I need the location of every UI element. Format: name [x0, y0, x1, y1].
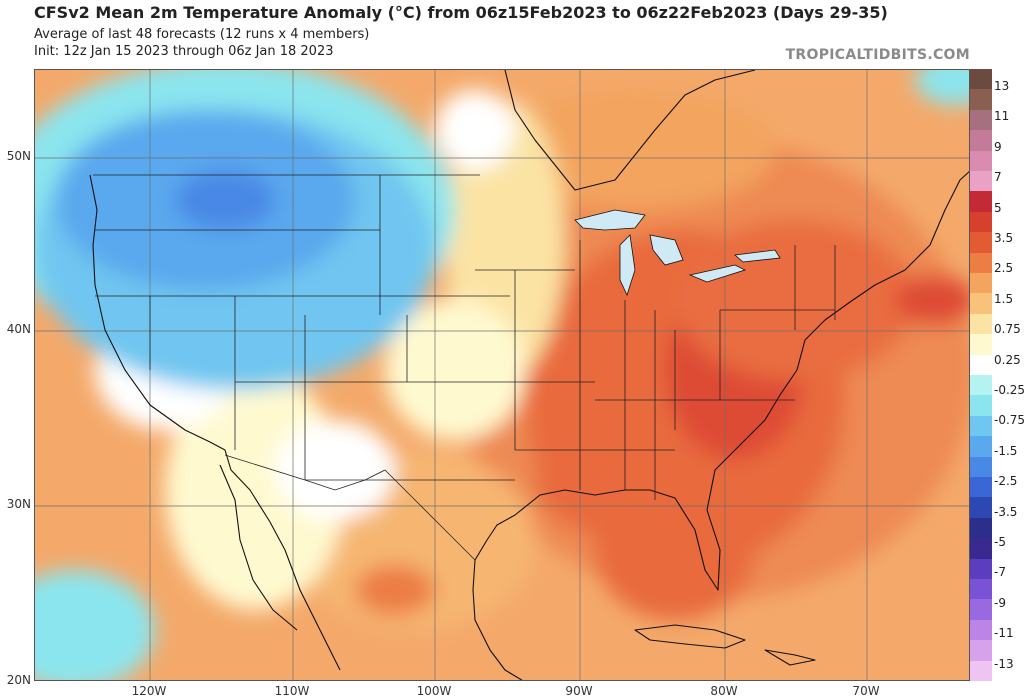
anomaly-map — [34, 69, 970, 681]
colorbar-swatch — [970, 354, 992, 376]
state-borders — [93, 174, 836, 561]
colorbar-swatch — [970, 89, 992, 111]
colorbar-label: -13 — [994, 656, 1014, 671]
colorbar-swatch — [970, 640, 992, 662]
lon-label-120w: 120W — [131, 684, 167, 698]
colorbar-swatch — [970, 456, 992, 478]
colorbar-label: 0.75 — [994, 322, 1021, 337]
colorbar-label: 5 — [994, 200, 1002, 215]
colorbar-swatch — [970, 477, 992, 498]
brand-watermark: TROPICALTIDBITS.COM — [785, 47, 970, 63]
colorbar-label: -3.5 — [994, 504, 1018, 519]
lat-label-50n: 50N — [6, 149, 31, 163]
colorbar-label: -9 — [994, 595, 1006, 610]
chart-subtitle: Average of last 48 forecasts (12 runs x … — [34, 27, 370, 42]
colorbar-swatch — [970, 599, 992, 621]
colorbar-label: -7 — [994, 565, 1006, 580]
colorbar-swatch — [970, 579, 992, 600]
chart-title: CFSv2 Mean 2m Temperature Anomaly (°C) f… — [34, 3, 888, 22]
lon-label-100w: 100W — [416, 684, 452, 698]
lakes — [574, 209, 781, 297]
colorbar-swatch — [970, 415, 992, 437]
colorbar-swatch — [970, 252, 992, 274]
lon-label-70w: 70W — [852, 684, 880, 698]
colorbar-label: -5 — [994, 535, 1006, 549]
colorbar-swatch — [970, 211, 992, 233]
colorbar-label: -2.5 — [994, 474, 1018, 489]
lat-label-40n: 40N — [6, 322, 31, 336]
lon-label-110w: 110W — [274, 684, 310, 698]
lat-label-20n: 20N — [6, 673, 31, 687]
colorbar-label: -11 — [994, 626, 1014, 641]
colorbar-label: 1.5 — [994, 291, 1014, 306]
colorbar-swatch — [970, 313, 992, 335]
colorbar-swatch — [970, 69, 992, 90]
colorbar-label: 9 — [994, 139, 1002, 154]
coastlines — [89, 70, 969, 680]
colorbar-swatch — [970, 538, 992, 560]
colorbar-swatch — [970, 436, 992, 458]
colorbar-swatch — [970, 232, 992, 254]
lon-label-80w: 80W — [710, 684, 738, 698]
colorbar-swatch — [970, 660, 992, 682]
colorbar-swatch — [970, 171, 992, 192]
colorbar-label: 2.5 — [994, 261, 1014, 276]
graticule — [35, 70, 969, 680]
colorbar-label: 13 — [994, 79, 1010, 93]
map-svg — [35, 70, 969, 680]
colorbar-swatch — [970, 293, 992, 315]
colorbar-swatch — [970, 558, 992, 580]
colorbar-label: 7 — [994, 170, 1002, 185]
chart-header: CFSv2 Mean 2m Temperature Anomaly (°C) f… — [34, 0, 888, 60]
anomaly-shading — [35, 70, 969, 680]
colorbar-swatch — [970, 517, 992, 539]
colorbar-label: 11 — [994, 109, 1010, 124]
colorbar-label: -0.75 — [994, 413, 1024, 428]
colorbar-swatch — [970, 497, 992, 519]
colorbar-label: -0.25 — [994, 383, 1024, 397]
colorbar-swatch — [970, 191, 992, 213]
lon-label-90w: 90W — [565, 684, 593, 698]
colorbar-label: 0.25 — [994, 352, 1021, 367]
colorbar-swatch — [970, 130, 992, 152]
init-time: Init: 12z Jan 15 2023 through 06z Jan 18… — [34, 44, 334, 59]
lat-label-30n: 30N — [6, 497, 31, 511]
colorbar — [970, 69, 992, 682]
colorbar-label: -1.5 — [994, 443, 1018, 458]
colorbar-swatch — [970, 150, 992, 172]
colorbar-swatch — [970, 619, 992, 641]
colorbar-swatch — [970, 375, 992, 396]
colorbar-swatch — [970, 334, 992, 356]
colorbar-label: 3.5 — [994, 231, 1014, 245]
colorbar-swatch — [970, 273, 992, 294]
colorbar-swatch — [970, 395, 992, 417]
colorbar-swatch — [970, 109, 992, 131]
